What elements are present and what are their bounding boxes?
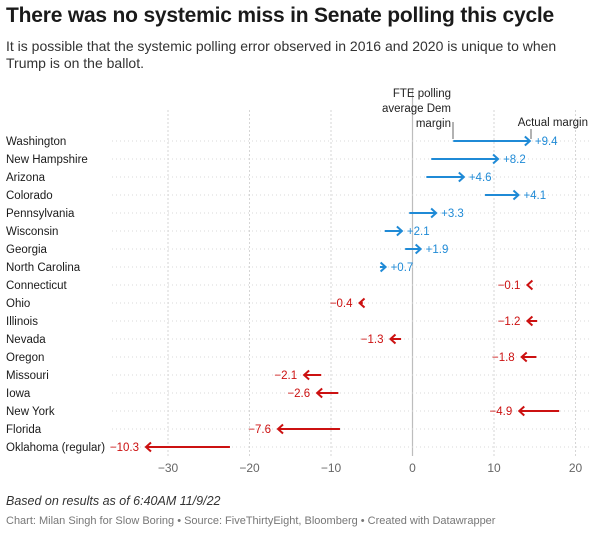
diff-label: −2.1 <box>274 370 297 382</box>
annotation-fte-line: margin <box>416 118 451 130</box>
state-label: Florida <box>6 424 42 436</box>
diff-label: −0.4 <box>330 298 353 310</box>
x-tick-label: −10 <box>321 461 342 475</box>
arrow-head <box>430 207 438 219</box>
diff-label: −2.6 <box>287 388 310 400</box>
state-label: New Hampshire <box>6 154 88 166</box>
diff-label: +3.3 <box>441 208 464 220</box>
state-label: Iowa <box>6 388 31 400</box>
chart-credit: Chart: Milan Singh for Slow Boring • Sou… <box>6 515 496 527</box>
arrow-head <box>520 351 528 363</box>
diff-label: −1.2 <box>498 316 521 328</box>
arrow-head <box>517 405 525 417</box>
diff-label: +4.1 <box>523 190 546 202</box>
diff-label: +8.2 <box>503 154 526 166</box>
state-label: Washington <box>6 136 66 148</box>
arrow-head <box>458 171 466 183</box>
arrow-head <box>144 441 152 453</box>
arrow-head <box>512 189 520 201</box>
diff-label: +9.4 <box>535 136 558 148</box>
results-note: Based on results as of 6:40AM 11/9/22 <box>6 494 221 508</box>
x-tick-label: −30 <box>158 461 179 475</box>
state-label: Missouri <box>6 370 49 382</box>
arrow-head <box>525 315 534 327</box>
state-label: Colorado <box>6 190 53 202</box>
diff-label: +0.7 <box>391 262 414 274</box>
arrow-head <box>379 261 388 273</box>
x-tick-label: 10 <box>487 461 501 475</box>
state-label: Wisconsin <box>6 226 58 238</box>
diff-label: −1.3 <box>361 334 384 346</box>
diff-label: −10.3 <box>110 442 139 454</box>
state-label: Connecticut <box>6 280 68 292</box>
state-label: Nevada <box>6 334 46 346</box>
diff-label: −7.6 <box>248 424 271 436</box>
state-label: Illinois <box>6 316 38 328</box>
diff-label: +1.9 <box>426 244 449 256</box>
annotation-actual-label: Actual margin <box>518 117 588 129</box>
state-label: Arizona <box>6 172 46 184</box>
arrow-head <box>414 243 423 255</box>
annotation-fte-line: average Dem <box>382 103 451 115</box>
x-tick-label: 20 <box>569 461 583 475</box>
arrow-head <box>358 297 366 309</box>
state-label: New York <box>6 406 55 418</box>
state-label: North Carolina <box>6 262 81 274</box>
diff-label: +4.6 <box>469 172 492 184</box>
diff-label: −4.9 <box>490 406 513 418</box>
diff-label: +2.1 <box>407 226 430 238</box>
state-label: Pennsylvania <box>6 208 75 220</box>
diff-label: −1.8 <box>492 352 515 364</box>
state-label: Georgia <box>6 244 48 256</box>
arrow-head <box>315 387 323 399</box>
x-tick-label: −20 <box>239 461 260 475</box>
arrow-head <box>389 333 397 345</box>
chart-title: There was no systemic miss in Senate pol… <box>6 4 555 27</box>
diff-label: −0.1 <box>498 280 521 292</box>
arrow-head <box>276 423 284 435</box>
arrow-head <box>524 135 532 147</box>
x-tick-label: 0 <box>409 461 416 475</box>
arrow-head <box>302 369 310 381</box>
state-label: Ohio <box>6 298 30 310</box>
arrow-head <box>525 279 534 291</box>
state-label: Oregon <box>6 352 44 364</box>
arrow-head <box>396 225 404 237</box>
chart-subtitle: It is possible that the systemic polling… <box>6 38 557 71</box>
state-label: Oklahoma (regular) <box>6 442 105 454</box>
annotation-fte-line: FTE polling <box>393 88 451 100</box>
arrow-head <box>492 153 500 165</box>
